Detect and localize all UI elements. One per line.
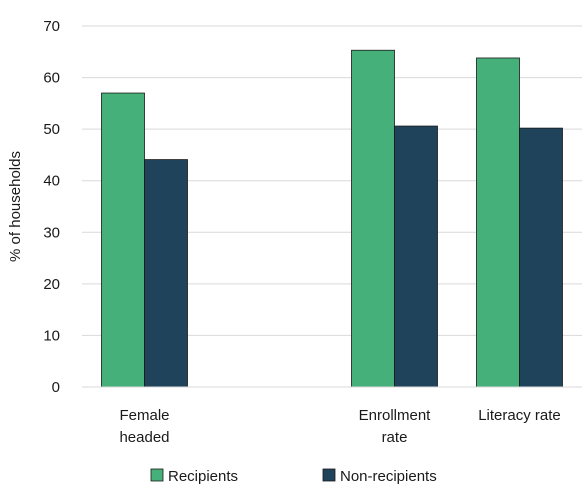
legend: Recipients Non-recipients: [150, 468, 437, 485]
y-tick-label: 30: [43, 224, 60, 241]
y-axis-tick-labels: 0 10 20 30 40 50 60 70: [43, 18, 60, 396]
bars: [101, 49, 563, 388]
legend-swatch-non-recipients: [322, 468, 336, 482]
bar-non-recipients-2: [394, 125, 438, 388]
legend-label-non-recipients: Non-recipients: [340, 468, 437, 485]
bar-non-recipients-3: [519, 127, 563, 388]
y-axis-title: % of households: [7, 151, 24, 262]
x-axis-category-labels: Female headed Enrollment rate Literacy rate: [119, 407, 560, 446]
y-tick-label: 50: [43, 121, 60, 138]
bar-recipients-2: [351, 49, 395, 388]
x-category-label: Literacy rate: [478, 407, 561, 424]
y-tick-label: 20: [43, 276, 60, 293]
y-tick-label: 40: [43, 173, 60, 190]
y-tick-label: 60: [43, 70, 60, 87]
legend-swatch-recipients: [150, 468, 164, 482]
y-tick-label: 70: [43, 18, 60, 35]
y-tick-label: 0: [52, 379, 60, 396]
y-tick-label: 10: [43, 327, 60, 344]
bar-recipients-0: [101, 92, 145, 388]
x-category-label: Enrollment rate: [359, 407, 432, 446]
legend-label-recipients: Recipients: [168, 468, 238, 485]
bar-recipients-3: [476, 57, 520, 388]
x-category-label: Female headed: [119, 407, 169, 446]
bar-non-recipients-0: [144, 159, 188, 388]
